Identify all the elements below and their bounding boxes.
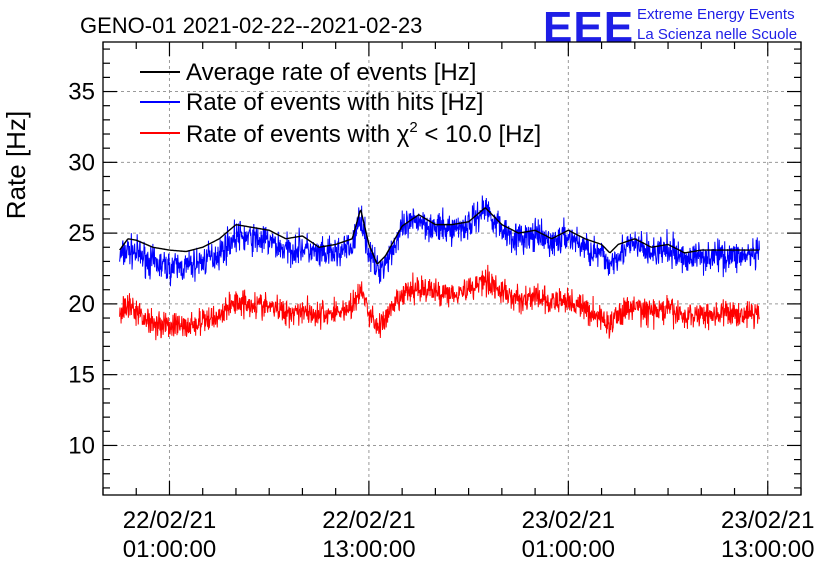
legend-label-hits: Rate of events with hits [Hz] (186, 89, 483, 116)
plot-frame (102, 41, 802, 496)
series-average-rate (119, 207, 759, 265)
series-hits-rate (119, 195, 760, 287)
series-chi2-rate (119, 264, 760, 341)
x-tick-label-time: 13:00:00 (721, 536, 814, 563)
legend-label-average: Average rate of events [Hz] (186, 59, 476, 86)
eee-logo: EEE Extreme Energy Events La Scienza nel… (543, 3, 797, 52)
label-layer: 10152025303522/02/2101:00:0022/02/2113:0… (68, 79, 814, 563)
y-axis-label: Rate [Hz] (1, 111, 31, 219)
x-tick-label-time: 01:00:00 (522, 536, 615, 563)
legend: Average rate of events [Hz] Rate of even… (140, 59, 541, 148)
x-tick-label-date: 23/02/21 (721, 507, 814, 534)
logo-line-1: Extreme Energy Events (637, 6, 795, 23)
y-tick-label: 20 (68, 291, 95, 318)
tick-layer (102, 42, 802, 495)
legend-label-chi2: Rate of events with χ2 < 10.0 [Hz] (186, 119, 541, 148)
y-tick-label: 10 (68, 432, 95, 459)
logo-mark: EEE (543, 3, 634, 52)
x-tick-label-date: 22/02/21 (322, 507, 415, 534)
x-tick-label-time: 13:00:00 (322, 536, 415, 563)
x-tick-label-date: 23/02/21 (522, 507, 615, 534)
chart-title: GENO-01 2021-02-22--2021-02-23 (80, 13, 422, 38)
y-tick-label: 30 (68, 149, 95, 176)
logo-line-2: La Scienza nelle Scuole (637, 26, 797, 43)
y-tick-label: 25 (68, 220, 95, 247)
series-layer (119, 195, 760, 341)
y-tick-label: 35 (68, 79, 95, 106)
x-tick-label-date: 22/02/21 (123, 507, 216, 534)
x-tick-label-time: 01:00:00 (123, 536, 216, 563)
y-tick-label: 15 (68, 362, 95, 389)
